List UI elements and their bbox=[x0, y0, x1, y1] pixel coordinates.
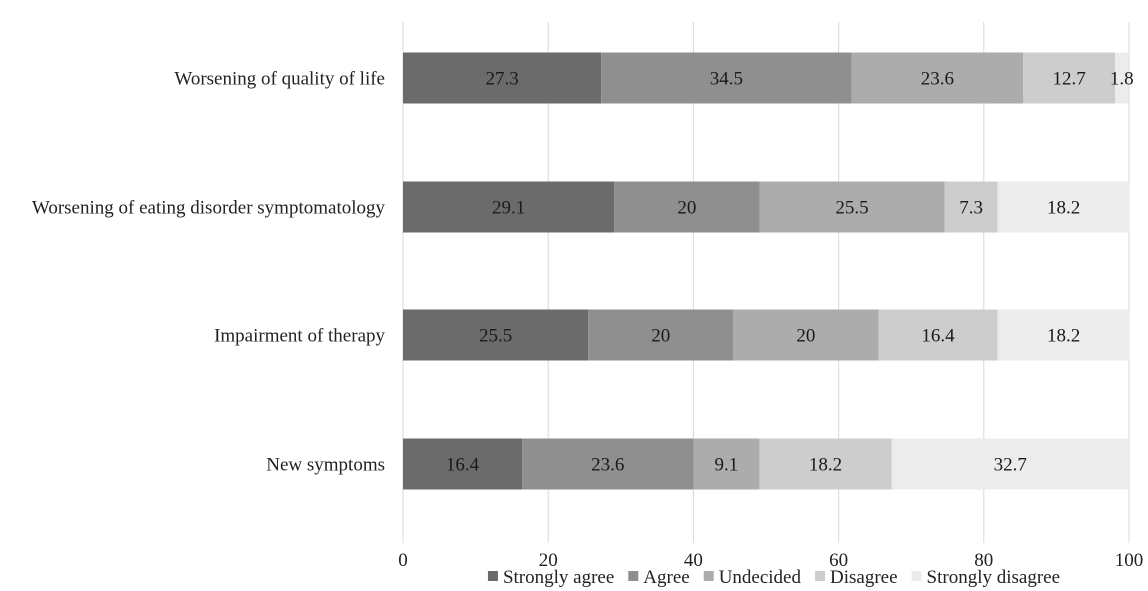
legend-label: Disagree bbox=[830, 567, 898, 588]
bar-segment-strongly-disagree bbox=[891, 438, 1129, 490]
legend-label: Strongly agree bbox=[503, 567, 614, 588]
bar-segment-disagree bbox=[759, 438, 892, 490]
data-label: 23.6 bbox=[591, 455, 624, 476]
bar-segment-strongly-agree bbox=[403, 181, 615, 233]
legend-item-strongly-agree: Strongly agree bbox=[487, 567, 614, 588]
bar-segment-agree bbox=[522, 438, 694, 490]
legend: Strongly agree Agree Undecided Disagree Stro… bbox=[487, 567, 1061, 588]
bar-segment-strongly-agree bbox=[403, 309, 589, 361]
data-label: 9.1 bbox=[715, 455, 739, 476]
legend-swatch bbox=[628, 571, 639, 581]
category-label-new-symptoms: New symptoms bbox=[266, 455, 385, 476]
category-labels: Worsening of quality of life Worsening of… bbox=[32, 69, 386, 476]
data-label: 18.2 bbox=[1047, 198, 1080, 219]
category-label-worsening-of-quality-of-life: Worsening of quality of life bbox=[174, 69, 385, 90]
bar-segment-strongly-disagree bbox=[1115, 52, 1129, 104]
data-label: 18.2 bbox=[809, 455, 842, 476]
bar-segment-undecided bbox=[851, 52, 1024, 104]
bar-group-new-symptoms: 16.4 23.6 9.1 18.2 32.7 bbox=[403, 438, 1129, 490]
data-label: 25.5 bbox=[479, 326, 512, 347]
data-label: 32.7 bbox=[994, 455, 1027, 476]
data-label: 20 bbox=[651, 326, 670, 347]
category-label-impairment-of-therapy: Impairment of therapy bbox=[214, 326, 385, 347]
data-label: 18.2 bbox=[1047, 326, 1080, 347]
legend-swatch bbox=[815, 571, 826, 581]
data-label: 7.3 bbox=[959, 198, 983, 219]
bar-segment-strongly-disagree bbox=[997, 309, 1130, 361]
legend-label: Undecided bbox=[719, 567, 802, 588]
data-label: 20 bbox=[796, 326, 815, 347]
bar-segment-undecided bbox=[693, 438, 760, 490]
legend-item-undecided: Undecided bbox=[703, 567, 802, 588]
bar-segment-strongly-agree bbox=[403, 438, 523, 490]
x-tick-label-80: 80 bbox=[974, 550, 993, 571]
legend-item-strongly-disagree: Strongly disagree bbox=[911, 567, 1061, 588]
bar-segment-undecided bbox=[759, 181, 945, 233]
data-label: 23.6 bbox=[921, 69, 954, 90]
bars: 27.3 34.5 23.6 12.7 1.829.1 20 25.5 7.3 18.225.5… bbox=[403, 52, 1134, 490]
data-label: 34.5 bbox=[710, 69, 743, 90]
x-tick-label-40: 40 bbox=[684, 550, 703, 571]
data-label: 20 bbox=[677, 198, 696, 219]
x-tick-label-20: 20 bbox=[539, 550, 558, 571]
bar-segment-disagree bbox=[878, 309, 998, 361]
category-label-worsening-of-eating-disorder-symptomatology: Worsening of eating disorder symptomatol… bbox=[32, 198, 386, 219]
data-label: 27.3 bbox=[485, 69, 518, 90]
bar-segment-agree bbox=[588, 309, 734, 361]
bar-group-impairment-of-therapy: 25.5 20 20 16.4 18.2 bbox=[403, 309, 1130, 361]
legend-swatch bbox=[487, 571, 498, 581]
bar-segment-strongly-disagree bbox=[997, 181, 1130, 233]
data-label: 25.5 bbox=[835, 198, 868, 219]
bar-segment-disagree bbox=[1023, 52, 1116, 104]
data-label: 29.1 bbox=[492, 198, 525, 219]
data-label: 16.4 bbox=[921, 326, 955, 347]
bar-segment-strongly-agree bbox=[403, 52, 602, 104]
bar-segment-agree bbox=[601, 52, 852, 104]
x-tick-labels: 0 20 40 60 80 100 bbox=[398, 550, 1143, 571]
bar-segment-agree bbox=[614, 181, 760, 233]
legend-swatch bbox=[703, 571, 714, 581]
data-label: 12.7 bbox=[1052, 69, 1085, 90]
bar-group-worsening-of-quality-of-life: 27.3 34.5 23.6 12.7 1.8 bbox=[403, 52, 1134, 104]
legend-item-agree: Agree bbox=[628, 567, 690, 588]
data-label: 1.8 bbox=[1110, 69, 1134, 90]
legend-swatch bbox=[911, 571, 922, 581]
bar-segment-undecided bbox=[733, 309, 879, 361]
legend-item-disagree: Disagree bbox=[815, 567, 898, 588]
data-label: 16.4 bbox=[446, 455, 480, 476]
x-tick-label-100: 100 bbox=[1115, 550, 1144, 571]
legend-label: Strongly disagree bbox=[927, 567, 1061, 588]
x-tick-label-60: 60 bbox=[829, 550, 848, 571]
bar-segment-disagree bbox=[944, 181, 998, 233]
x-tick-label-0: 0 bbox=[398, 550, 408, 571]
bar-group-worsening-of-eating-disorder-symptomatology: 29.1 20 25.5 7.3 18.2 bbox=[403, 181, 1130, 233]
legend-label: Agree bbox=[643, 567, 689, 588]
